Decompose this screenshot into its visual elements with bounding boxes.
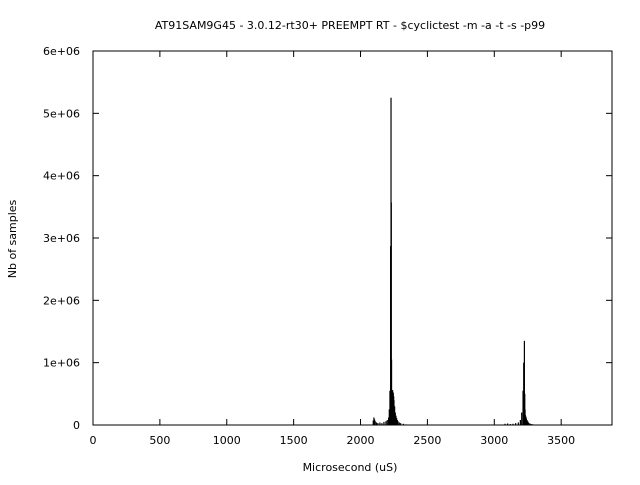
histogram-bar [527,421,529,425]
histogram-bar [394,412,396,425]
histogram-bar [388,409,390,425]
y-tick-label: 6e+06 [43,45,80,58]
x-tick-label: 1000 [213,434,241,447]
histogram-bar [383,421,385,425]
x-tick-label: 0 [90,434,97,447]
y-axis-label: Nb of samples [6,199,19,278]
y-tick-label: 2e+06 [43,294,80,307]
histogram-bar [375,422,378,425]
axis-ticks: 0 500 1000 1500 2000 2500 3000 3500 0 1e+06 2e+06 3… [43,45,612,447]
histogram-bar [529,423,532,425]
histogram-bar [525,418,527,425]
y-tick-label: 0 [73,419,80,432]
y-tick-label: 5e+06 [43,107,80,120]
histogram-bar [531,424,533,425]
histogram-bar [398,422,400,425]
histogram-bar [509,424,511,425]
histogram-bar [515,423,517,425]
histogram-bar [536,424,538,426]
histogram-bar [396,418,398,425]
histogram-bar [507,423,509,425]
histogram-bar [504,423,506,425]
histogram-bar [526,420,528,425]
histogram-bar [385,421,387,425]
histogram-bar [533,424,536,426]
bars [372,97,541,426]
histogram-bar [379,422,381,425]
histogram-bar [523,340,525,425]
histogram-bar [528,423,530,425]
x-tick-label: 1500 [280,434,308,447]
histogram-bar [522,390,524,425]
x-tick-label: 2500 [413,434,441,447]
histogram-bar [390,202,392,425]
histogram-bar [377,423,379,425]
histogram-bar [527,422,529,425]
x-tick-label: 500 [149,434,170,447]
histogram-bar [374,421,376,425]
histogram-bar [394,406,396,425]
histogram-bar [521,412,523,425]
x-tick-label: 3500 [547,434,575,447]
histogram-bar [389,390,391,425]
histogram-bar [539,424,541,426]
histogram-bar [395,415,397,425]
chart-title: AT91SAM9G45 - 3.0.12-rt30+ PREEMPT RT - … [155,19,545,32]
histogram-bar [386,420,388,425]
histogram-bar [517,422,519,425]
histogram-bar [396,420,398,425]
histogram-bar [400,423,402,425]
histogram-bar [519,420,521,425]
histogram-bar [512,423,514,425]
x-axis-label: Microsecond (uS) [303,461,398,474]
histogram-bar [373,419,376,425]
plot-frame [92,50,613,426]
y-tick-label: 4e+06 [43,170,80,183]
x-tick-label: 2000 [347,434,375,447]
histogram-bar [397,421,399,425]
histogram-bar [405,424,407,425]
y-tick-label: 1e+06 [43,357,80,370]
histogram-bar [402,423,404,425]
x-tick-label: 3000 [480,434,508,447]
y-tick-label: 3e+06 [43,232,80,245]
histogram-bar [388,417,390,425]
histogram-bar [373,417,375,425]
histogram-bar [381,423,383,425]
histogram-bar [393,400,395,425]
histogram-bar [523,362,525,425]
histogram-bar [372,420,374,425]
histogram-bar [532,424,534,425]
